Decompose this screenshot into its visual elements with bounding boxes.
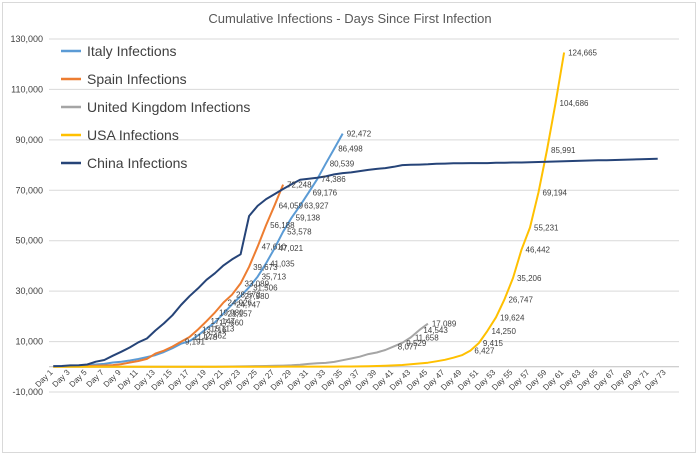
data-label: 9,529	[406, 339, 427, 348]
data-label: 19,980	[219, 308, 244, 317]
data-label: 46,442	[526, 246, 551, 255]
data-label: 17,089	[432, 320, 457, 329]
data-label: 24,926	[228, 298, 253, 307]
y-tick-label: 90,000	[15, 135, 43, 145]
chart-title: Cumulative Infections - Days Since First…	[208, 11, 491, 26]
legend-label: United Kingdom Infections	[87, 99, 250, 115]
data-label: 12,462	[202, 331, 227, 340]
data-label: 11,178	[193, 333, 217, 342]
data-label: 26,747	[508, 295, 533, 304]
data-label: 92,472	[347, 130, 372, 139]
data-label: 104,686	[560, 99, 589, 108]
data-label: 39,673	[253, 263, 278, 272]
y-tick-label: -10,000	[12, 387, 43, 397]
series-line-spain-infections	[53, 184, 285, 368]
data-label: 80,539	[330, 160, 355, 169]
data-label: 8,077	[398, 342, 419, 351]
data-label: 11,658	[415, 333, 439, 342]
data-label: 72,248	[287, 181, 312, 190]
data-label: 28,572	[236, 291, 261, 300]
data-label: 19,624	[500, 313, 525, 322]
data-label: 33,089	[245, 279, 270, 288]
y-tick-label: 130,000	[10, 34, 43, 44]
y-tick-label: 30,000	[15, 286, 43, 296]
data-label: 31,506	[253, 283, 278, 292]
data-label: 59,138	[296, 214, 321, 223]
data-label: 55,231	[534, 224, 559, 233]
data-label: 14,250	[491, 327, 516, 336]
data-label: 35,206	[517, 274, 542, 283]
series-line-china-infections	[53, 157, 658, 368]
data-label: 47,610	[262, 243, 287, 252]
y-tick-label: 70,000	[15, 185, 43, 195]
legend: Italy Infections Spain Infections United K…	[61, 43, 250, 171]
y-tick-label: 10,000	[15, 337, 43, 347]
legend-label: China Infections	[87, 155, 187, 171]
data-label: 21,157	[228, 309, 253, 318]
data-label: 63,927	[304, 202, 329, 211]
data-label: 41,035	[270, 259, 295, 268]
data-label: 47,021	[279, 244, 304, 253]
data-label: 35,713	[262, 273, 287, 282]
data-label: 86,498	[338, 145, 363, 154]
series-line-usa-infections	[53, 52, 566, 368]
x-tick-label: Day 5	[68, 367, 90, 389]
data-label: 69,176	[313, 188, 338, 197]
data-label: 17,660	[219, 318, 244, 327]
data-label: 85,991	[551, 146, 576, 155]
legend-label: Italy Infections	[87, 43, 177, 59]
data-labels: 12,46215,11317,66021,15724,74727,98031,5…	[185, 48, 598, 355]
data-label: 53,578	[287, 228, 312, 237]
legend-label: Spain Infections	[87, 71, 187, 87]
line-chart: Cumulative Infections - Days Since First…	[10, 11, 679, 397]
data-label: 124,665	[568, 48, 597, 57]
data-label: 24,747	[236, 300, 261, 309]
data-label: 64,059	[279, 201, 304, 210]
data-label: 69,194	[543, 188, 568, 197]
data-label: 56,188	[270, 221, 295, 230]
y-axis-ticks: -10,000 10,000 30,000 50,000 70,000 90,000 110…	[10, 34, 43, 397]
data-label: 27,980	[245, 292, 270, 301]
x-tick-label: Day 1	[34, 367, 56, 389]
series-lines	[53, 52, 658, 368]
data-label: 9,415	[483, 339, 504, 348]
data-label: 17,147	[211, 317, 236, 326]
data-label: 74,386	[321, 175, 346, 184]
data-label: 9,191	[185, 338, 206, 347]
x-tick-label: Day 3	[51, 367, 73, 389]
series-line-italy-infections	[53, 133, 344, 368]
data-label: 14,543	[423, 326, 448, 335]
x-tick-label: Day 7	[85, 367, 107, 389]
data-label: 13,716	[202, 326, 227, 335]
y-tick-label: 50,000	[15, 236, 43, 246]
legend-label: USA Infections	[87, 127, 179, 143]
series-line-united-kingdom-infections	[53, 322, 429, 368]
y-tick-label: 110,000	[11, 84, 43, 94]
data-label: 15,113	[211, 325, 235, 334]
data-label: 6,427	[474, 347, 495, 356]
